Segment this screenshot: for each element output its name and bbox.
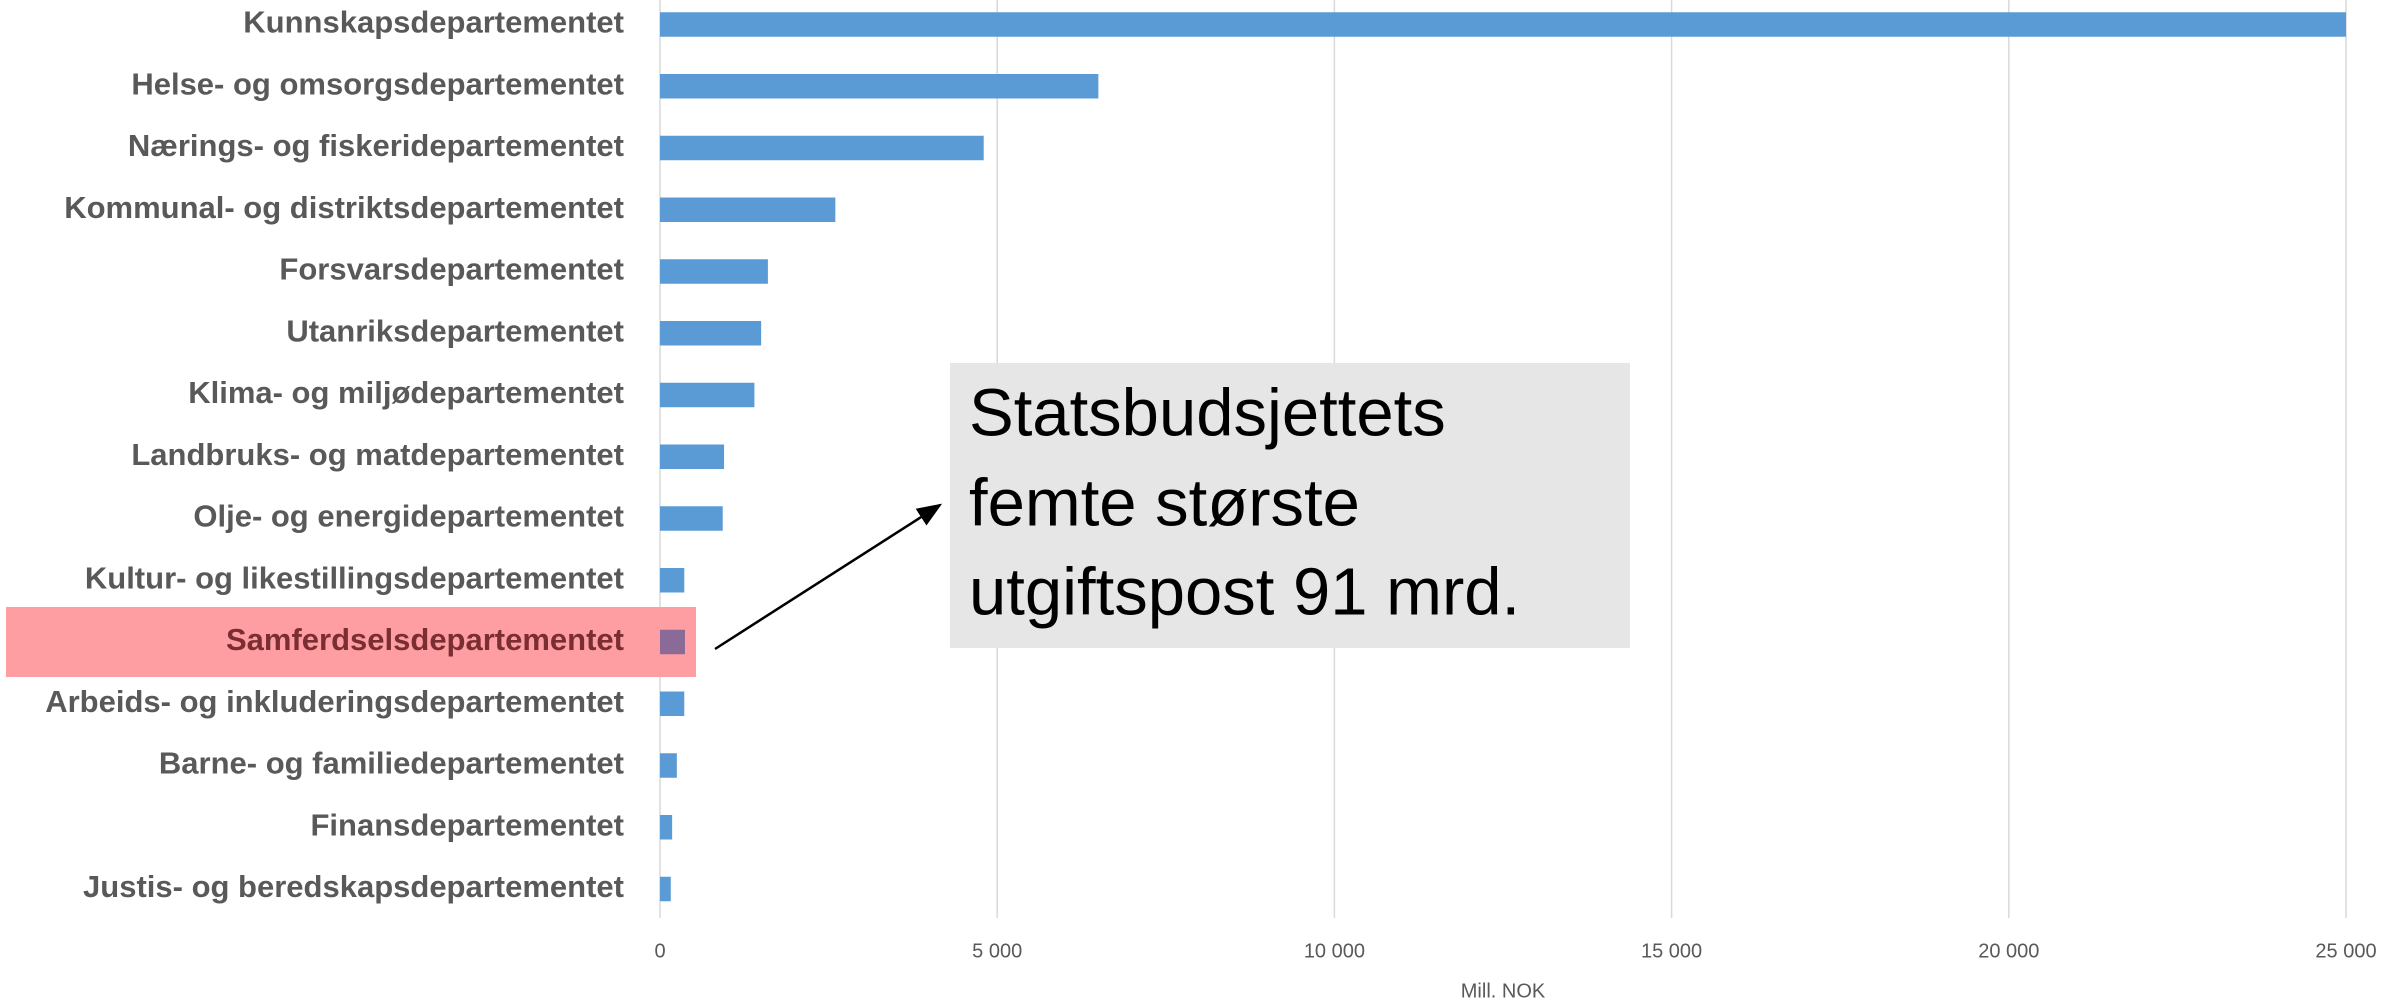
category-label: Samferdselsdepartementet <box>226 622 624 657</box>
category-label: Barne- og familiedepartementet <box>159 746 624 781</box>
category-label: Landbruks- og matdepartementet <box>131 437 624 472</box>
bar <box>660 12 2346 37</box>
category-label: Kunnskapsdepartementet <box>243 5 624 40</box>
category-label: Forsvarsdepartementet <box>279 252 624 287</box>
annotation-text: Statsbudsjettets <box>969 376 1446 451</box>
category-label: Kommunal- og distriktsdepartementet <box>64 190 624 225</box>
x-tick-label: 10 000 <box>1304 940 1365 962</box>
category-label: Klima- og miljødepartementet <box>188 375 624 410</box>
annotation-text: utgiftspost 91 mrd. <box>969 555 1520 630</box>
category-label: Utanriksdepartementet <box>286 313 624 348</box>
bar <box>660 753 677 778</box>
highlight-band <box>6 607 696 677</box>
bar <box>660 815 673 840</box>
category-label: Olje- og energidepartementet <box>193 499 624 534</box>
annotation-arrow <box>714 503 943 651</box>
bar <box>660 506 723 531</box>
bar <box>660 876 671 902</box>
category-label: Finansdepartementet <box>310 807 624 842</box>
x-tick-label: 0 <box>654 940 665 962</box>
annotation-box <box>950 363 1630 648</box>
bar <box>660 321 762 346</box>
category-label: Nærings- og fiskeridepartementet <box>128 128 624 163</box>
bar <box>660 197 836 222</box>
x-tick-label: 5 000 <box>972 940 1022 962</box>
labels: 0 5 000 10 000 15 000 20 000 25 000 Kunnskapsd… <box>45 5 2376 963</box>
category-label: Kultur- og likestillingsdepartementet <box>85 560 624 595</box>
x-tick-label: 25 000 <box>2315 940 2376 962</box>
category-label: Arbeids- og inkluderingsdepartementet <box>45 684 624 719</box>
highlight-layer <box>6 607 696 677</box>
bar <box>660 444 725 469</box>
bar <box>660 259 768 284</box>
bar <box>660 382 755 408</box>
bar <box>660 691 685 716</box>
x-tick-label: 15 000 <box>1641 940 1702 962</box>
bar <box>660 74 1099 99</box>
bar <box>660 629 685 655</box>
bar <box>660 135 984 161</box>
annotation-text: femte største <box>969 466 1360 541</box>
x-tick-label: 20 000 <box>1978 940 2039 962</box>
category-label: Justis- og beredskapsdepartementet <box>83 869 624 904</box>
x-axis-title: Mill. NOK <box>1461 980 1546 1002</box>
bar <box>660 568 685 593</box>
bars <box>660 12 2346 902</box>
category-label: Helse- og omsorgsdepartementet <box>131 66 624 101</box>
